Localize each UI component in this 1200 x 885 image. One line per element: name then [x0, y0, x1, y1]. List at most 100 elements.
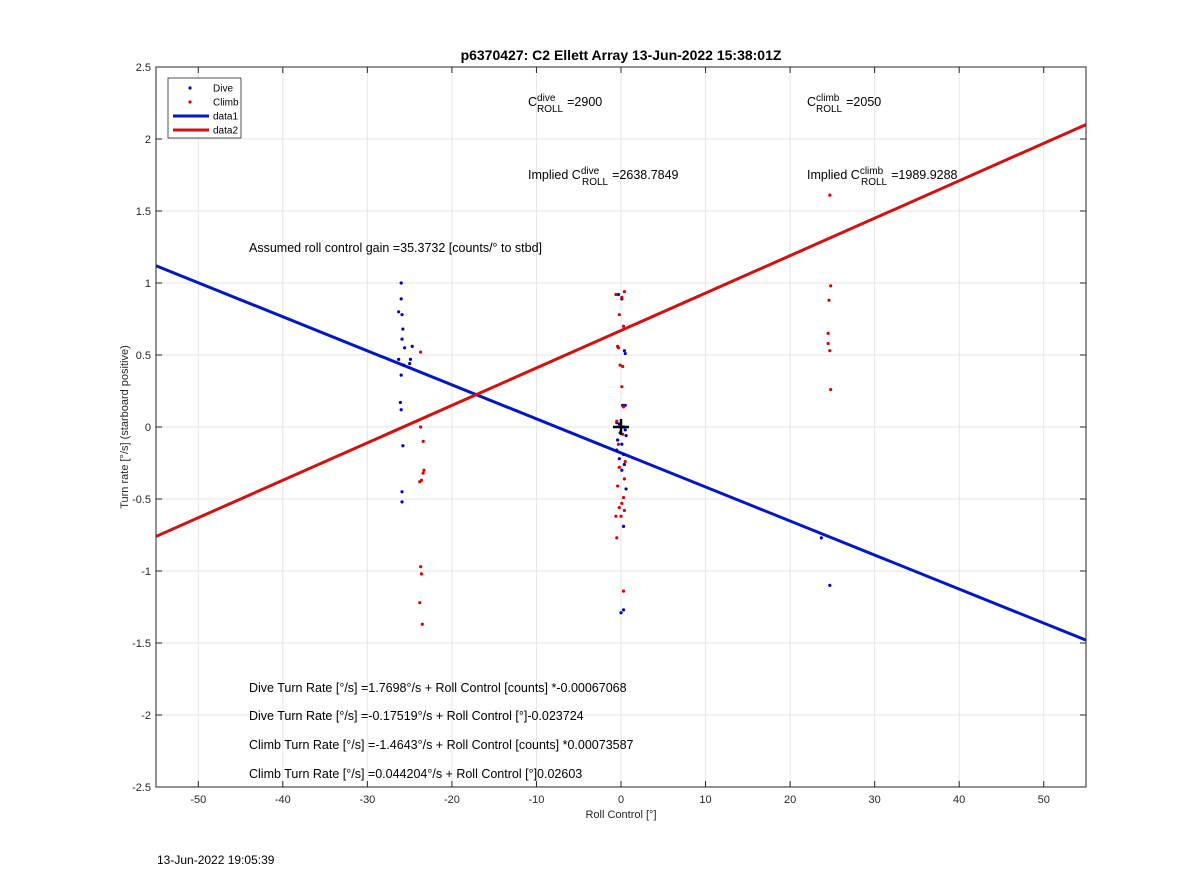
- point-climb: [623, 459, 627, 464]
- chart-title: p6370427: C2 Ellett Array 13-Jun-2022 15…: [461, 47, 782, 63]
- point-climb: [419, 565, 423, 569]
- point-climb: [620, 501, 624, 505]
- point-climb: [828, 349, 832, 353]
- point-dive: [621, 608, 626, 612]
- c-roll-dive-sup: dive: [537, 93, 556, 104]
- fit-line-data1: [155, 264, 1087, 642]
- y-tick-label: -2: [141, 710, 151, 722]
- point-dive: [616, 438, 620, 442]
- point-dive: [401, 444, 405, 448]
- point-dive: [410, 344, 414, 348]
- x-tick-label: 20: [784, 794, 796, 806]
- point-dive: [620, 468, 624, 472]
- c-roll-dive-annotation: Cdive ROLL=2900: [528, 93, 602, 115]
- footer-timestamp: 13-Jun-2022 19:05:39: [157, 853, 275, 867]
- y-tick-labels: -2.5 -2 -1.5 -1 -0.5 0 0.5 1 1.5 2 2.5: [132, 62, 151, 794]
- legend: Dive Climb data1 data2: [167, 77, 242, 139]
- point-climb: [422, 468, 426, 472]
- y-tick-label: -1: [141, 566, 151, 578]
- point-climb: [616, 442, 621, 446]
- point-dive: [622, 462, 626, 467]
- point-climb: [619, 514, 623, 518]
- c-roll-climb-value: =2050: [846, 95, 881, 109]
- point-dive: [400, 500, 404, 504]
- point-climb: [421, 471, 425, 475]
- c-roll-dive-base: C: [528, 95, 537, 109]
- point-dive: [620, 442, 624, 446]
- point-climb: [621, 589, 626, 593]
- origin-marker: [613, 419, 629, 435]
- point-dive: [621, 452, 626, 456]
- point-climb: [421, 439, 425, 443]
- legend-label-dive: Dive: [213, 84, 233, 95]
- point-climb: [616, 346, 621, 350]
- point-dive: [400, 313, 404, 317]
- point-dive: [623, 428, 627, 432]
- point-climb: [617, 313, 621, 317]
- point-climb: [418, 601, 422, 605]
- point-climb: [617, 465, 621, 469]
- x-tick-label: -50: [190, 794, 206, 806]
- point-climb: [826, 331, 830, 335]
- c-roll-climb-sup: climb: [816, 93, 840, 104]
- point-climb: [618, 363, 622, 367]
- point-climb: [615, 419, 619, 423]
- x-tick-label: 30: [869, 794, 881, 806]
- c-roll-climb-annotation: Cclimb ROLL=2050: [807, 93, 881, 115]
- point-climb: [621, 405, 626, 409]
- legend-label-climb: Climb: [213, 98, 239, 109]
- implied-climb-annotation: Implied Cclimb ROLL=1989.9288: [807, 166, 958, 188]
- legend-swatch-dive: [188, 86, 192, 90]
- point-dive: [401, 327, 405, 331]
- x-tick-label: -30: [359, 794, 375, 806]
- point-climb: [622, 290, 626, 294]
- point-dive: [622, 349, 626, 353]
- point-climb: [621, 364, 625, 369]
- implied-climb-sup: climb: [860, 166, 884, 177]
- y-tick-label: -0.5: [132, 494, 151, 506]
- point-climb: [419, 350, 423, 354]
- grid-lines: [156, 66, 1086, 788]
- point-climb: [826, 341, 830, 346]
- point-dive: [408, 357, 413, 361]
- implied-dive-prefix: Implied: [528, 168, 572, 182]
- fit-lines: [155, 123, 1087, 642]
- y-tick-label: 1: [145, 278, 151, 290]
- point-dive: [400, 490, 404, 494]
- x-tick-label: -20: [444, 794, 460, 806]
- equation-dive-counts: Dive Turn Rate [°/s] =1.7698°/s + Roll C…: [249, 681, 627, 695]
- point-dive: [397, 357, 401, 361]
- implied-dive-base: C: [572, 168, 581, 182]
- point-dive: [623, 351, 627, 356]
- legend-box: [167, 77, 242, 139]
- legend-label-data1: data1: [213, 112, 238, 123]
- y-tick-label: 0: [145, 422, 151, 434]
- y-tick-label: 0.5: [136, 350, 151, 362]
- equation-climb-degrees: Climb Turn Rate [°/s] =0.044204°/s + Rol…: [249, 767, 582, 781]
- point-dive: [399, 373, 403, 377]
- point-dive: [619, 611, 623, 615]
- point-climb: [621, 495, 626, 500]
- point-dive: [617, 457, 621, 461]
- point-climb: [615, 536, 619, 540]
- point-dive: [398, 400, 402, 405]
- y-tick-label: 2: [145, 134, 151, 146]
- legend-swatch-climb: [188, 100, 192, 104]
- c-roll-climb-sub: ROLL: [816, 104, 843, 115]
- point-climb: [622, 477, 626, 481]
- equation-dive-degrees: Dive Turn Rate [°/s] =-0.17519°/s + Roll…: [249, 709, 584, 723]
- point-climb: [617, 506, 621, 510]
- point-climb: [418, 480, 422, 484]
- point-climb: [620, 295, 624, 299]
- c-roll-dive-sub: ROLL: [537, 104, 564, 115]
- point-dive: [400, 337, 404, 341]
- implied-climb-sub: ROLL: [861, 177, 888, 188]
- y-tick-label: 1.5: [136, 206, 151, 218]
- equation-climb-counts: Climb Turn Rate [°/s] =-1.4643°/s + Roll…: [249, 738, 634, 752]
- point-climb: [827, 298, 831, 302]
- point-climb: [620, 385, 624, 389]
- c-roll-climb-base: C: [807, 95, 816, 109]
- point-climb: [614, 292, 618, 297]
- point-dive: [624, 487, 628, 491]
